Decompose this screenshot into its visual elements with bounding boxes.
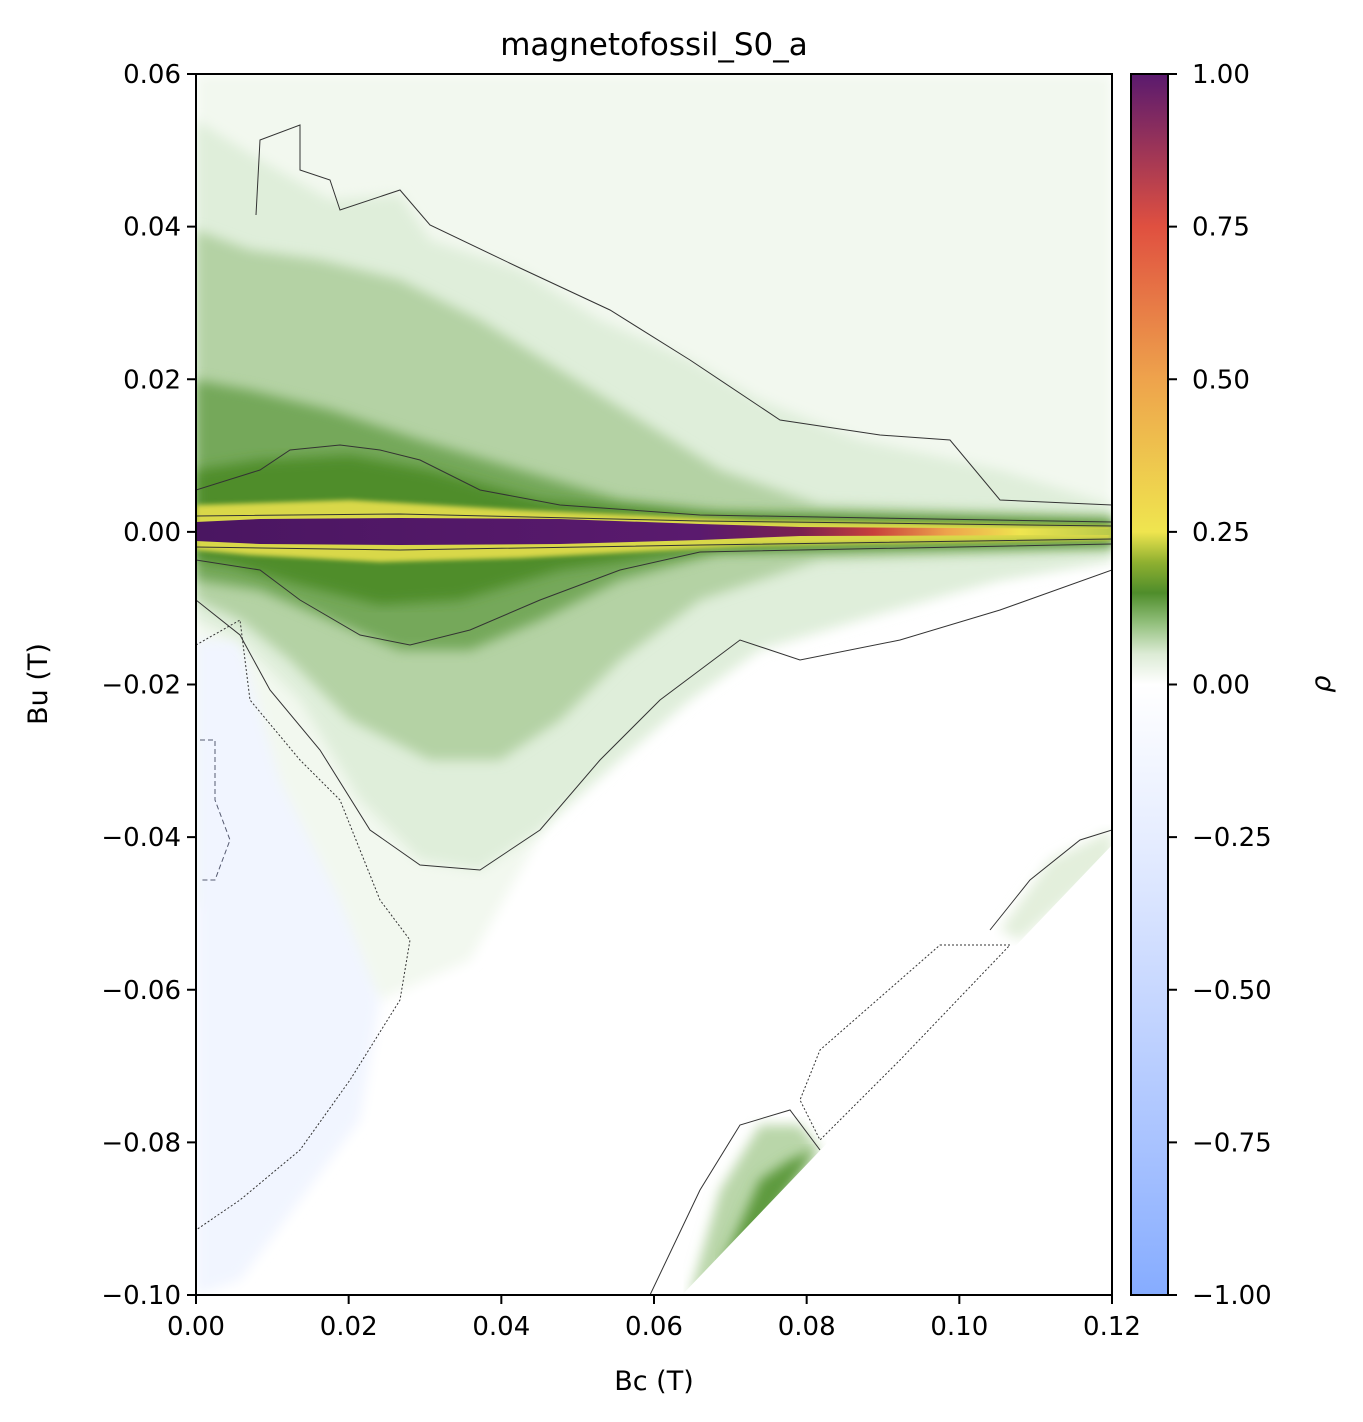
colorbar-tick-label: −0.75 [1192,1128,1272,1158]
colorbar [1130,73,1169,1296]
y-tick-label: 0.04 [123,213,181,243]
colorbar-tick-label: 0.00 [1192,671,1250,701]
contour-lower-outer [196,569,1112,871]
colorbar-tick-label: 0.25 [1192,518,1250,548]
contour-negative-left [200,739,231,881]
x-tick-label: 0.02 [320,1312,378,1342]
y-tick-label: 0.02 [123,365,181,395]
x-axis: 0.00 0.02 0.04 0.06 0.08 0.10 0.12 [167,1295,1141,1342]
y-tick-label: 0.00 [123,518,181,548]
heatmap-masked-triangle [682,845,1112,1295]
x-tick-label: 0.00 [167,1312,225,1342]
colorbar-label: ρ [1306,675,1337,692]
y-axis: 0.06 0.04 0.02 0.00 −0.02 −0.04 −0.06 −0.08 −0.1… [101,60,196,1311]
colorbar-tick-label: −0.50 [1192,976,1272,1006]
y-tick-label: −0.10 [101,1281,181,1311]
contour-inner-upper [196,444,1112,523]
x-tick-label: 0.08 [778,1312,836,1342]
x-tick-label: 0.12 [1083,1312,1141,1342]
y-tick-label: −0.02 [101,671,181,701]
contour-zero-triangle [799,944,1012,1141]
colorbar-tick-label: −0.25 [1192,823,1272,853]
contour-inner-lower [196,543,1112,646]
y-tick-label: −0.04 [101,823,181,853]
x-axis-label: Bc (T) [614,1366,694,1397]
heatmap-right-streak [1000,830,1112,940]
x-tick-label: 0.10 [930,1312,988,1342]
colorbar-tick-label: −1.00 [1192,1281,1272,1311]
heatmap-negative-region [196,640,380,1295]
y-tick-label: 0.06 [123,60,181,90]
heatmap-field [196,74,1112,1295]
chart-title: magnetofossil_S0_a [500,27,808,63]
contour-outer [255,124,1112,506]
y-tick-label: −0.06 [101,976,181,1006]
contour-ridge-lower [196,538,1112,551]
heatmap-ridge [196,518,1112,545]
contour-right-diagonal [989,829,1112,931]
colorbar-tick-label: 0.50 [1192,365,1250,395]
contour-zero-lower-left [196,619,411,1231]
colorbar-axis: 1.00 0.75 0.50 0.25 0.00 −0.25 −0.50 −0.75 −1.00 [1168,60,1272,1311]
x-tick-label: 0.06 [625,1312,683,1342]
x-tick-label: 0.04 [472,1312,530,1342]
contour-bottom-patch [649,1109,821,1295]
contour-ridge-upper [196,513,1112,527]
y-axis-label: Bu (T) [23,643,54,725]
colorbar-tick-label: 0.75 [1192,213,1250,243]
colorbar-tick-label: 1.00 [1192,60,1250,90]
contour-lines [196,124,1112,1295]
y-tick-label: −0.08 [101,1128,181,1158]
